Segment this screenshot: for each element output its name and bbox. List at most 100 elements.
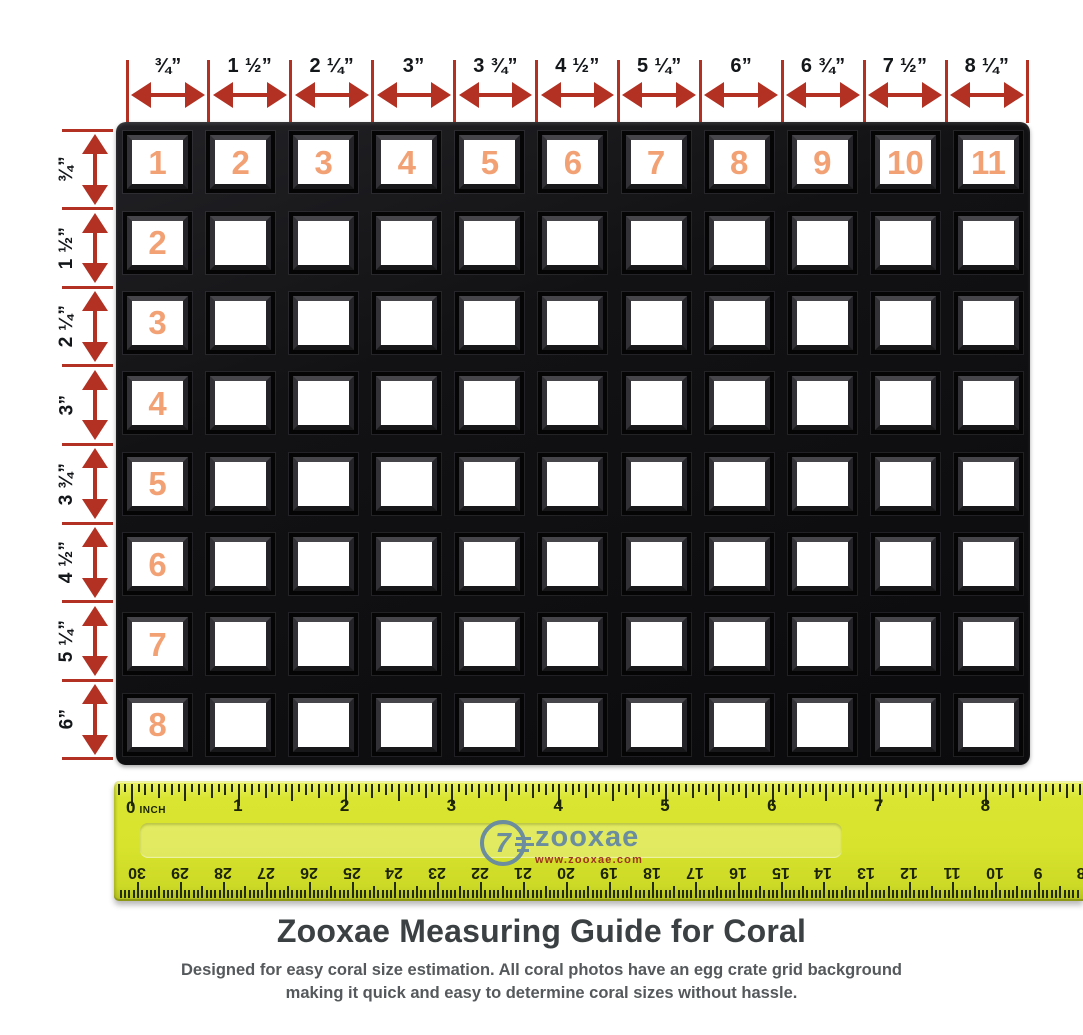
cm-tick (475, 890, 478, 898)
inch-tick (598, 784, 601, 795)
inch-tick (224, 784, 227, 795)
inch-tick (504, 784, 507, 801)
left-tick (62, 128, 113, 132)
cm-tick (947, 890, 950, 898)
grid-cell-opening (376, 456, 438, 511)
grid-cell (199, 202, 282, 282)
grid-cell-opening (210, 697, 272, 752)
inch-tick (431, 784, 434, 792)
left-measure-arrow (82, 448, 108, 519)
arrow-head-bottom (82, 577, 108, 598)
cm-tick (149, 890, 152, 898)
cm-tick (231, 890, 234, 898)
cm-tick (308, 882, 311, 898)
cm-tick (892, 890, 895, 898)
grid-cell-opening (293, 456, 355, 511)
inch-tick (131, 784, 133, 806)
arrow-head-left (622, 82, 643, 108)
arrow-head-right (430, 82, 451, 108)
left-measure-label: 4 ½” (52, 523, 82, 602)
subtitle-line-2: making it quick and easy to determine co… (285, 984, 798, 1003)
cm-tick (729, 890, 732, 898)
cm-tick (527, 890, 530, 898)
inch-tick (918, 784, 921, 795)
cm-tick (819, 890, 822, 898)
cm-tick (750, 890, 753, 898)
arrow-head-left (540, 82, 561, 108)
cell-number: 7 (646, 143, 666, 181)
cm-number: 27 (256, 864, 275, 881)
cm-tick (445, 890, 448, 898)
grid-cell (365, 685, 448, 765)
inch-tick (958, 784, 961, 798)
cm-number: 24 (385, 864, 404, 881)
grid-cell: 2 (116, 202, 199, 282)
grid-cell-opening: 5 (127, 456, 189, 511)
grid-cell (448, 202, 531, 282)
cm-tick (613, 890, 616, 898)
inch-tick (925, 784, 928, 792)
cm-number: 25 (342, 864, 361, 881)
cm-tick (184, 890, 187, 898)
cm-tick (934, 890, 937, 898)
grid-cell-opening (210, 537, 272, 592)
arrow-line (543, 93, 612, 97)
left-measure-label: 3 ¾” (52, 444, 82, 523)
cm-tick (1076, 890, 1079, 898)
inch-tick (932, 784, 934, 801)
grid-cell-opening (376, 295, 438, 350)
inch-tick (244, 784, 247, 792)
grid-cell (947, 685, 1030, 765)
grid-cell-opening (791, 697, 853, 752)
inch-tick (691, 784, 694, 798)
grid-cell-opening (957, 376, 1019, 431)
grid-cell-opening (791, 456, 853, 511)
cm-tick (137, 882, 139, 898)
cm-number: 8 (1068, 863, 1083, 881)
inch-tick (1072, 784, 1075, 792)
grid-cell (781, 363, 864, 443)
grid-cell-opening (542, 697, 604, 752)
left-measure-arrow (82, 134, 108, 205)
cell-number: 10 (887, 143, 924, 181)
grid-cell (365, 363, 448, 443)
inch-tick (791, 784, 794, 792)
inch-tick (905, 784, 908, 798)
top-tick (535, 60, 538, 123)
inch-tick (191, 784, 194, 792)
left-measure-arrow (82, 369, 108, 441)
zooxae-logo: 7 zooxae www.zooxae.com (480, 820, 643, 866)
grid-cell-opening (791, 295, 853, 350)
cm-number: 26 (299, 864, 318, 881)
top-measure-label: 5 ¼” (637, 55, 682, 77)
cm-tick (1050, 890, 1053, 898)
inch-tick (972, 784, 975, 795)
arrow-line (93, 687, 97, 752)
grid-cell (531, 524, 614, 604)
arrow-line (625, 93, 694, 97)
cm-tick (587, 886, 590, 898)
cm-tick (763, 890, 766, 898)
inch-tick (151, 784, 154, 792)
grid-cell-opening: 3 (127, 295, 189, 350)
grid-cell: 9 (781, 122, 864, 202)
cm-tick (977, 890, 980, 898)
inch-tick (638, 784, 641, 798)
grid-cell (199, 363, 282, 443)
grid-cell-opening (459, 697, 521, 752)
cm-tick (171, 890, 174, 898)
top-measure-arrow (458, 82, 533, 108)
inch-tick (584, 784, 587, 798)
cm-tick (1059, 886, 1062, 898)
cm-tick (741, 890, 744, 898)
cm-tick (617, 890, 620, 898)
cm-number: 20 (557, 864, 575, 881)
cm-tick (913, 890, 916, 898)
inch-tick (484, 784, 487, 792)
cm-tick (334, 890, 337, 898)
grid-cell-opening (708, 537, 770, 592)
grid-cell-opening (874, 697, 936, 752)
cm-number: 18 (642, 864, 661, 881)
cm-tick (1029, 890, 1032, 898)
arrow-head-bottom (82, 734, 108, 755)
